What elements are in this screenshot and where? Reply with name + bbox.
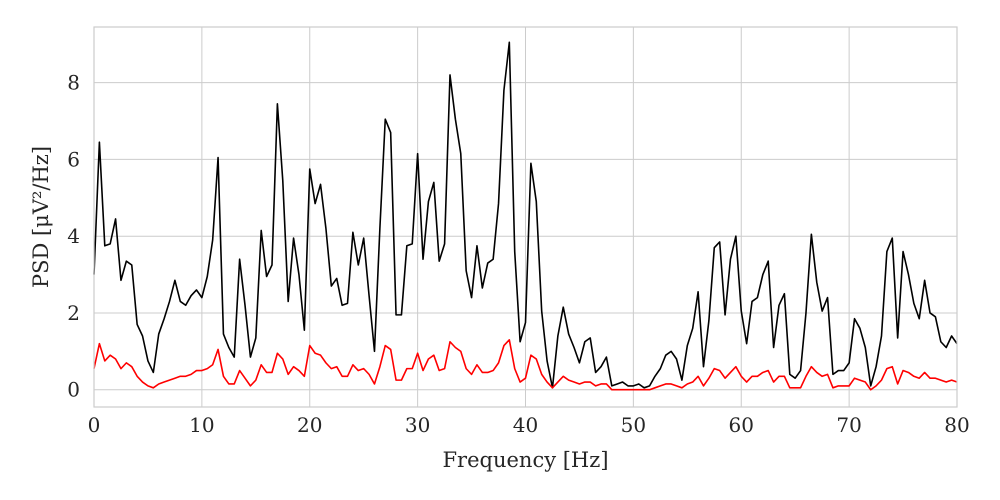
series-line-1	[93, 41, 958, 389]
x-tick-label: 0	[88, 413, 101, 437]
x-tick-label: 10	[189, 413, 214, 437]
plot-frame	[93, 26, 958, 408]
y-tick-label: 6	[67, 147, 80, 171]
x-axis-label: Frequency [Hz]	[442, 448, 608, 472]
x-tick-label: 30	[405, 413, 430, 437]
x-tick-label: 60	[729, 413, 754, 437]
series-line-2	[93, 339, 958, 391]
grid	[93, 27, 958, 407]
x-tick-label: 50	[621, 413, 646, 437]
y-tick-label: 2	[67, 301, 80, 325]
x-tick-label: 70	[836, 413, 861, 437]
y-axis-label: PSD [μV²/Hz]	[29, 146, 53, 288]
x-tick-labels: 0 10 20 30 40 50 60 70 80	[88, 413, 970, 437]
y-tick-label: 0	[67, 378, 80, 402]
y-tick-labels: 0 2 4 6 8	[67, 71, 80, 402]
y-tick-label: 4	[67, 224, 80, 248]
series-layer	[93, 41, 958, 391]
x-tick-label: 80	[944, 413, 969, 437]
x-tick-label: 20	[297, 413, 322, 437]
y-tick-label: 8	[67, 71, 80, 95]
x-tick-label: 40	[513, 413, 538, 437]
